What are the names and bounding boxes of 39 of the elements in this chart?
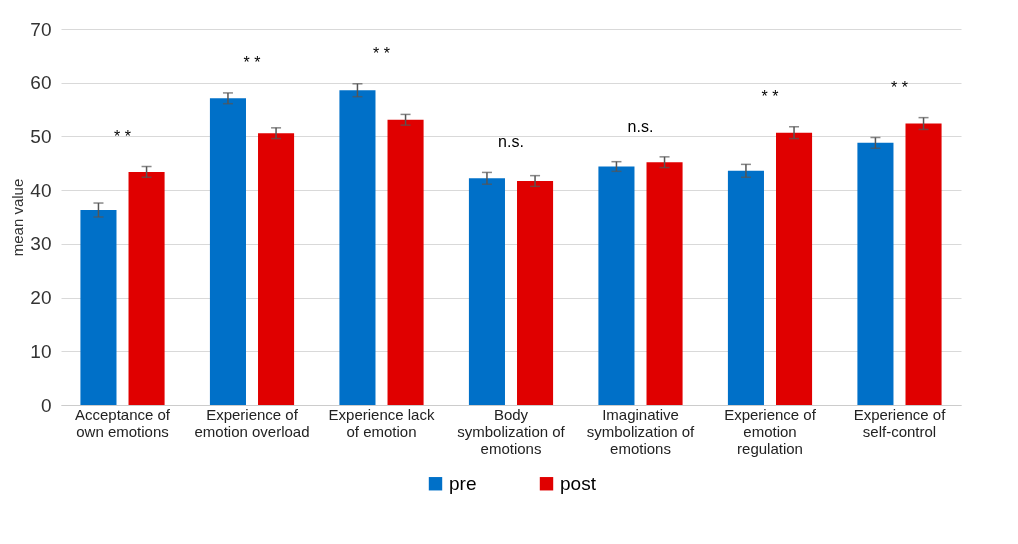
annotation: * * (114, 127, 131, 145)
bar (857, 142, 894, 405)
x-tick-label: Experience of emotion regulation (724, 405, 817, 457)
bar (258, 133, 295, 405)
y-tick-label: 70 (30, 18, 52, 40)
x-tick-label: Experience lack of emotion (328, 405, 435, 440)
bar (387, 119, 424, 405)
legend-label: post (560, 472, 597, 494)
annotation: * * (373, 44, 390, 62)
x-tick-label: Experience of self-control (853, 405, 947, 440)
x-tick-label: Acceptance of own emotions (74, 405, 171, 440)
bar (517, 181, 554, 405)
legend-label: pre (449, 472, 477, 494)
bar (468, 178, 505, 405)
bar (339, 90, 376, 405)
y-tick-label: 50 (30, 125, 52, 147)
annotation: n.s. (498, 133, 524, 151)
annotation: * * (243, 53, 261, 71)
x-tick-label: Body symbolization of emotions (457, 405, 566, 457)
bar (776, 132, 813, 405)
bar (905, 123, 942, 405)
y-tick-label: 60 (30, 72, 52, 94)
bar (646, 162, 683, 405)
y-tick-label: 30 (30, 233, 52, 255)
bar (727, 170, 764, 405)
x-tick-label: Imaginative symbolization of emotions (586, 405, 696, 457)
annotation: * * (761, 87, 779, 105)
y-tick-label: 40 (30, 179, 52, 201)
bar (209, 98, 246, 405)
y-axis-title: mean value (9, 178, 27, 257)
y-tick-label: 0 (40, 394, 52, 416)
bar (80, 210, 117, 405)
y-tick-label: 20 (30, 287, 52, 309)
y-tick-label: 10 (30, 340, 52, 362)
x-tick-label: Experience of emotion overload (194, 405, 310, 440)
bar (598, 166, 635, 405)
bar (128, 171, 165, 405)
annotation: n.s. (627, 117, 654, 135)
annotation: * * (891, 78, 908, 96)
